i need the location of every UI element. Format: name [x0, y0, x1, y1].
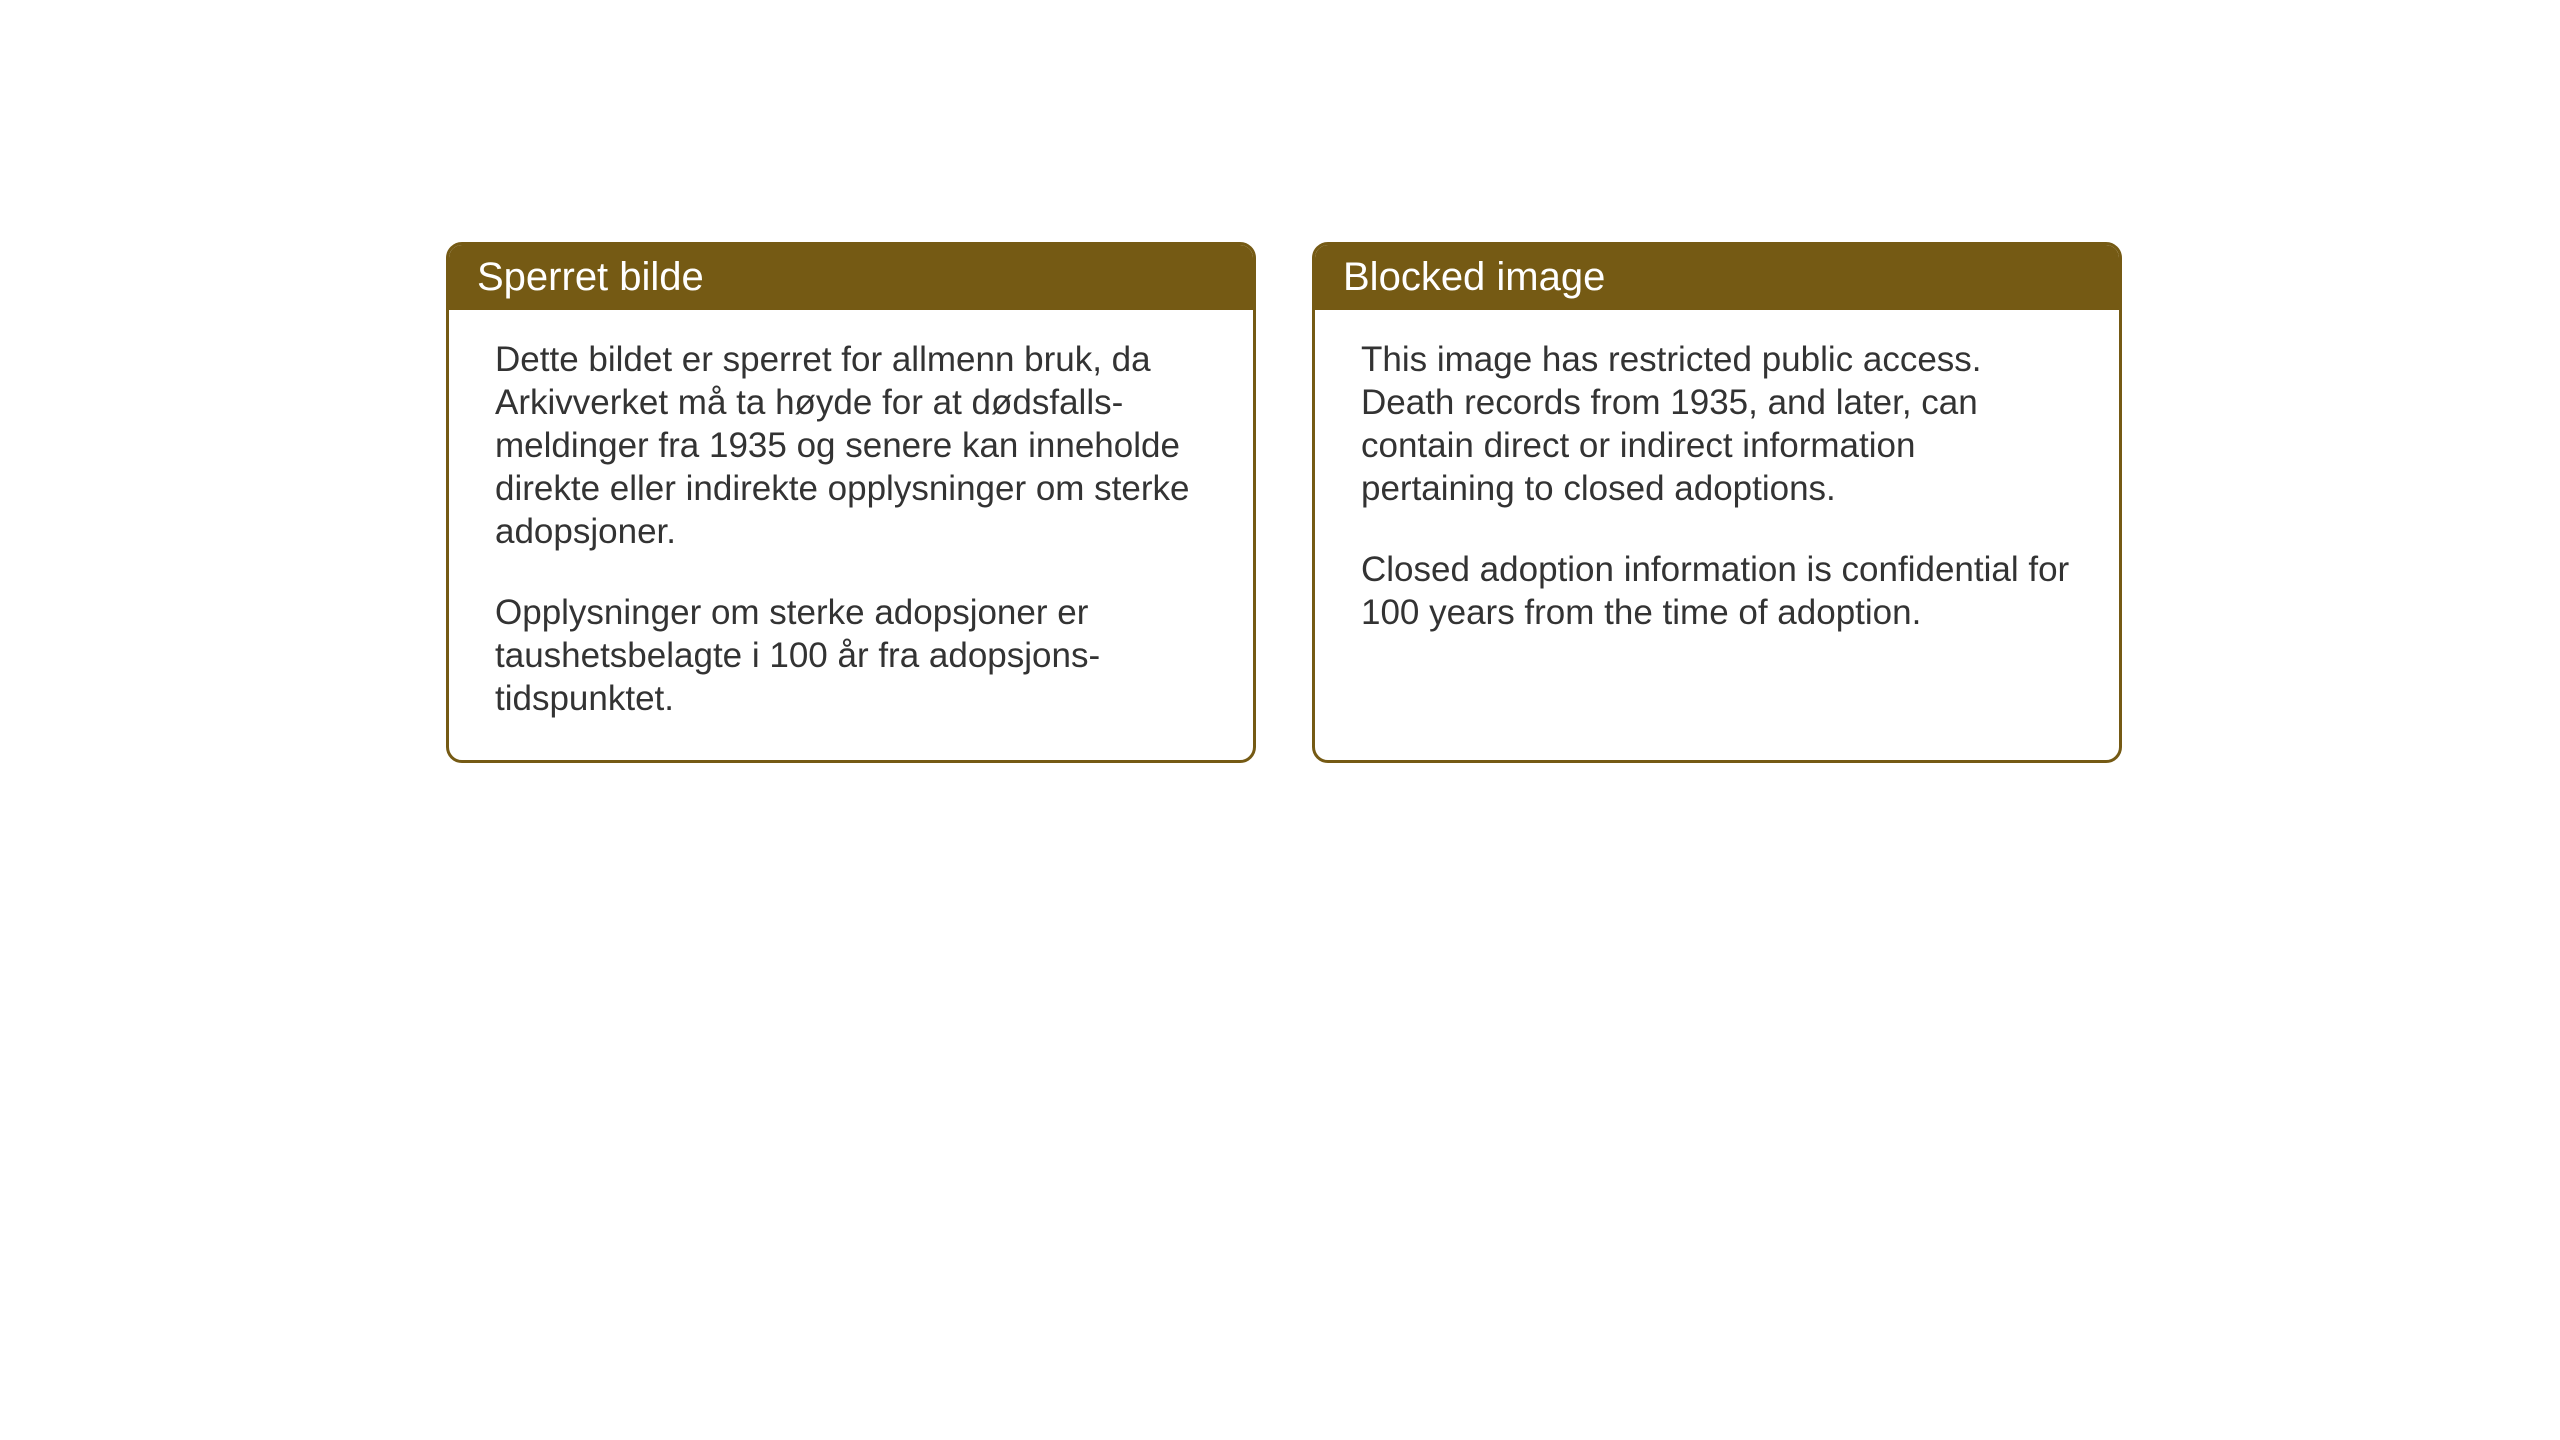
notice-paragraph: Dette bildet er sperret for allmenn bruk… — [495, 338, 1207, 553]
notice-container: Sperret bilde Dette bildet er sperret fo… — [446, 242, 2122, 763]
card-header-english: Blocked image — [1315, 245, 2119, 310]
notice-paragraph: This image has restricted public access.… — [1361, 338, 2073, 510]
card-header-norwegian: Sperret bilde — [449, 245, 1253, 310]
notice-paragraph: Closed adoption information is confident… — [1361, 548, 2073, 634]
card-body-english: This image has restricted public access.… — [1315, 310, 2119, 730]
notice-card-norwegian: Sperret bilde Dette bildet er sperret fo… — [446, 242, 1256, 763]
notice-paragraph: Opplysninger om sterke adopsjoner er tau… — [495, 591, 1207, 720]
card-body-norwegian: Dette bildet er sperret for allmenn bruk… — [449, 310, 1253, 760]
notice-card-english: Blocked image This image has restricted … — [1312, 242, 2122, 763]
